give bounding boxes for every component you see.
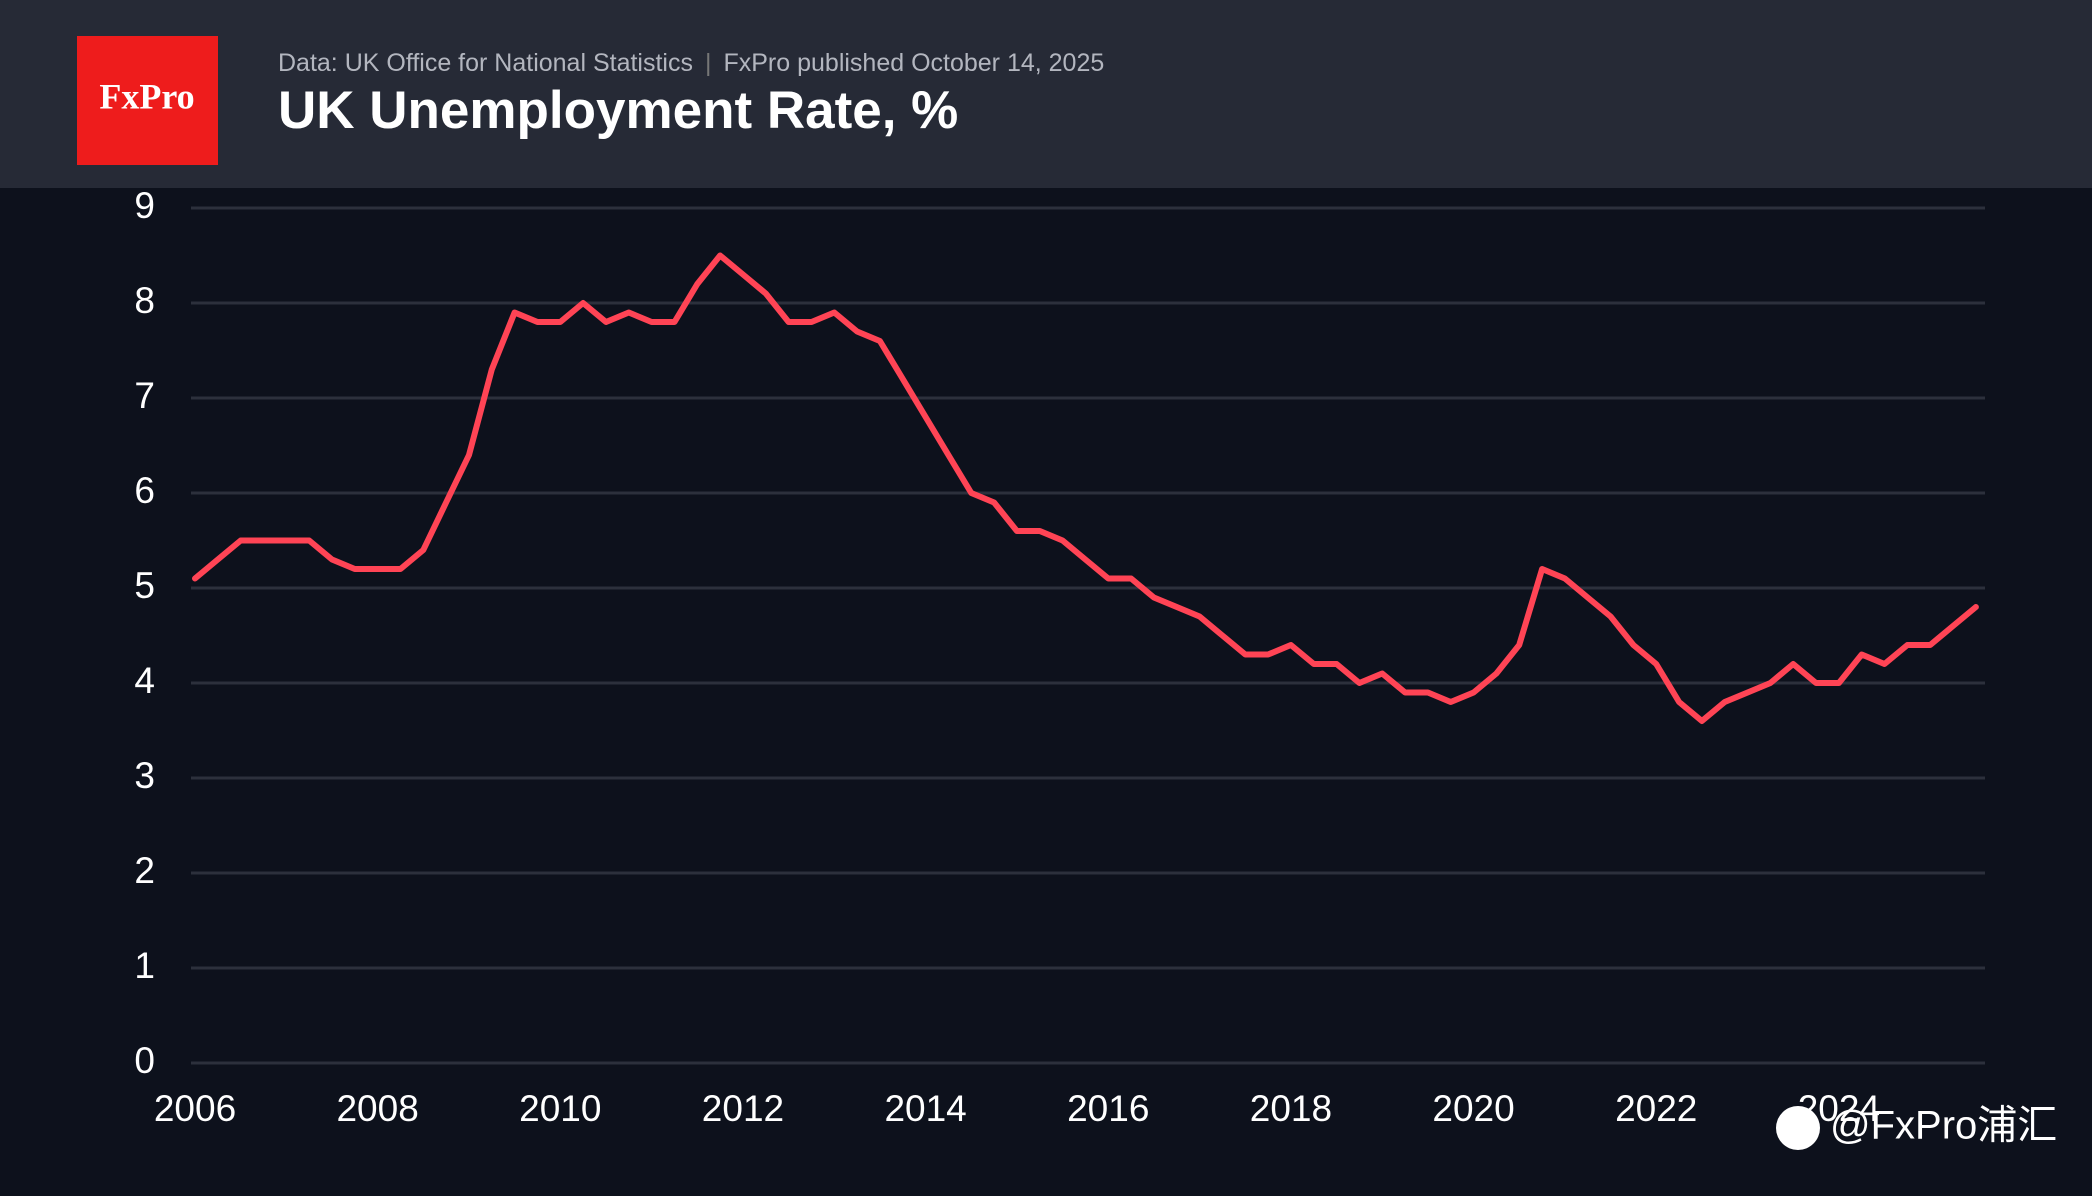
subtitle: Data: UK Office for National Statistics |… — [278, 49, 1104, 77]
published: FxPro published October 14, 2025 — [723, 49, 1104, 77]
y-tick-label: 1 — [134, 945, 155, 986]
y-tick-label: 9 — [134, 185, 155, 226]
chart-title: UK Unemployment Rate, % — [278, 81, 958, 140]
watermark: @FxPro浦汇 — [1830, 1104, 2057, 1148]
x-tick-label: 2022 — [1615, 1088, 1697, 1129]
separator: | — [705, 49, 712, 77]
x-tick-label: 2012 — [702, 1088, 784, 1129]
y-tick-label: 5 — [134, 565, 155, 606]
y-tick-label: 6 — [134, 470, 155, 511]
x-tick-label: 2008 — [336, 1088, 418, 1129]
line — [192, 252, 1979, 724]
x-tick-label: 2006 — [154, 1088, 236, 1129]
plot: 0 1 2 3 4 5 6 7 8 9 2006 2008 2010 2012 2014 2016 2018 20… — [134, 185, 1985, 1129]
header — [0, 0, 2092, 188]
x-tick-label: 2020 — [1432, 1088, 1514, 1129]
logo-box — [77, 36, 218, 165]
y-tick-label: 2 — [134, 850, 155, 891]
source: Data: UK Office for National Statistics — [278, 49, 693, 77]
y-tick-label: 0 — [134, 1040, 155, 1081]
x-tick-label: 2018 — [1250, 1088, 1332, 1129]
y-tick-label: 4 — [134, 660, 155, 701]
y-tick-label: 3 — [134, 755, 155, 796]
y-tick-label: 7 — [134, 375, 155, 416]
x-tick-label: 2014 — [884, 1088, 966, 1129]
logo: FxPro — [99, 76, 194, 116]
y-tick-label: 8 — [134, 280, 155, 321]
x-tick-label: 2010 — [519, 1088, 601, 1129]
watermark-icon — [1776, 1106, 1820, 1150]
x-tick-label: 2016 — [1067, 1088, 1149, 1129]
